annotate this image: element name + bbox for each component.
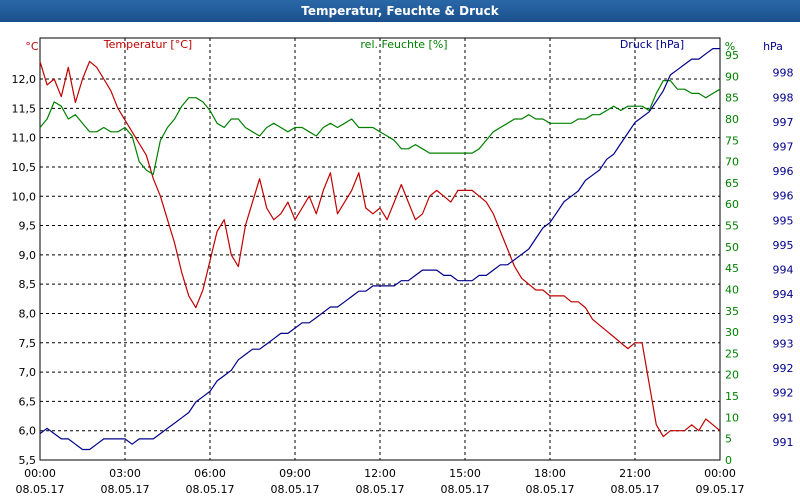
humidity-tick-label: 35 [725,305,739,318]
x-tick-date: 08.05.17 [16,483,65,496]
x-tick-label: 00:00 [24,467,56,480]
pressure-tick-label: 993 [773,313,794,326]
temperature-tick-label: 11,5 [12,102,37,115]
pressure-tick-label: 994 [773,264,794,277]
x-tick-label: 03:00 [109,467,141,480]
x-tick-label: 15:00 [449,467,481,480]
x-tick-label: 21:00 [619,467,651,480]
temperature-tick-label: 12,0 [12,73,37,86]
plot-area [39,48,721,451]
temperature-unit: °C [25,40,39,53]
pressure-tick-label: 995 [773,239,794,252]
pressure-tick-label: 996 [773,165,794,178]
temperature-tick-label: 9,5 [19,220,37,233]
humidity-tick-label: 45 [725,262,739,275]
x-tick-date: 08.05.17 [186,483,235,496]
humidity-tick-label: 30 [725,326,739,339]
humidity-tick-label: 60 [725,198,739,211]
x-tick-date: 08.05.17 [526,483,575,496]
window-title: Temperatur, Feuchte & Druck [0,0,800,22]
x-tick-label: 09:00 [279,467,311,480]
x-tick-date: 08.05.17 [101,483,150,496]
axes: 00:00 08.05.17 03:00 08.05.17 06:00 08.05.17 0… [12,38,794,496]
x-tick-date: 08.05.17 [356,483,405,496]
humidity-unit: % [725,40,735,53]
humidity-tick-label: 10 [725,411,739,424]
temperature-axis-label: Temperatur [°C] [103,38,192,51]
temperature-tick-label: 11,0 [12,132,37,145]
temperature-tick-label: 5,5 [19,454,37,467]
humidity-tick-label: 50 [725,241,739,254]
humidity-tick-label: 5 [725,433,732,446]
pressure-axis-label: Druck [hPa] [620,38,684,51]
humidity-tick-label: 90 [725,70,739,83]
grid [39,37,721,461]
humidity-tick-label: 85 [725,92,739,105]
pressure-tick-label: 998 [773,91,794,104]
temperature-tick-label: 9,0 [19,249,37,262]
humidity-axis-label: rel. Feuchte [%] [360,38,447,51]
humidity-tick-label: 65 [725,177,739,190]
temperature-tick-label: 6,0 [19,425,37,438]
x-tick-date: 08.05.17 [441,483,490,496]
temperature-tick-label: 8,0 [19,307,37,320]
temperature-tick-label: 7,0 [19,366,37,379]
temperature-tick-label: 7,5 [19,337,37,350]
x-tick-label: 06:00 [194,467,226,480]
x-tick-label: 12:00 [364,467,396,480]
temperature-tick-label: 6,5 [19,395,37,408]
pressure-tick-label: 995 [773,214,794,227]
humidity-tick-label: 70 [725,156,739,169]
pressure-tick-label: 998 [773,67,794,80]
temperature-tick-label: 10,5 [12,161,37,174]
humidity-tick-label: 25 [725,347,739,360]
pressure-tick-label: 996 [773,190,794,203]
pressure-tick-label: 992 [773,387,794,400]
series-line-pressure [39,48,720,451]
x-tick-label: 18:00 [534,467,566,480]
temperature-tick-label: 8,5 [19,278,37,291]
pressure-tick-label: 993 [773,337,794,350]
pressure-tick-label: 992 [773,362,794,375]
pressure-tick-label: 997 [773,141,794,154]
pressure-tick-label: 991 [773,411,794,424]
series-line-humidity [39,79,721,175]
chart-svg: 00:00 08.05.17 03:00 08.05.17 06:00 08.05.17 0… [12,37,794,496]
x-tick-date: 09.05.17 [696,483,745,496]
pressure-unit: hPa [763,40,783,53]
series-line-temperature [39,60,721,438]
x-tick-date: 08.05.17 [271,483,320,496]
humidity-tick-label: 0 [725,454,732,467]
humidity-tick-label: 75 [725,134,739,147]
x-tick-label: 00:00 [704,467,736,480]
humidity-tick-label: 80 [725,113,739,126]
x-tick-date: 08.05.17 [611,483,660,496]
humidity-tick-label: 40 [725,283,739,296]
temperature-tick-label: 10,0 [12,190,37,203]
humidity-tick-label: 20 [725,369,739,382]
pressure-tick-label: 997 [773,116,794,129]
pressure-tick-label: 991 [773,436,794,449]
humidity-tick-label: 55 [725,220,739,233]
pressure-tick-label: 994 [773,288,794,301]
humidity-tick-label: 95 [725,49,739,62]
humidity-tick-label: 15 [725,390,739,403]
